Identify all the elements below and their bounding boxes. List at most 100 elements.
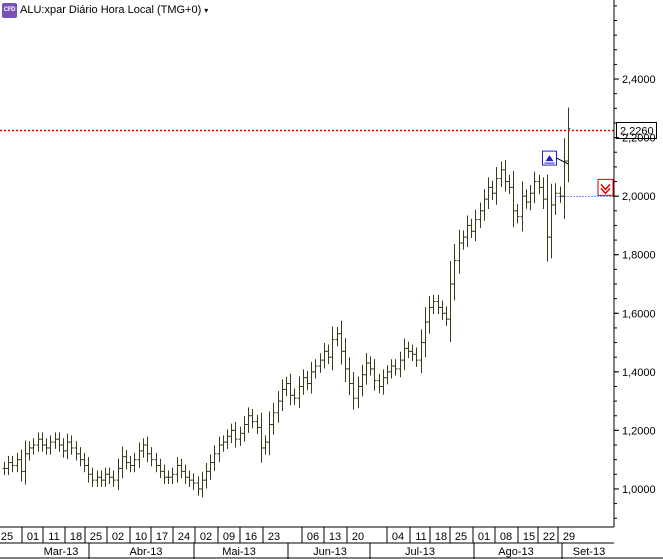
ohlc-bar (36, 432, 41, 452)
chart-header: CFD ALU:xpar Diário Hora Local (TMG+0) ▾ (0, 0, 208, 20)
ohlc-bar (107, 467, 112, 484)
x-day-label: 25 (1, 531, 13, 543)
ohlc-bar (490, 180, 495, 200)
ohlc-bar (229, 423, 234, 443)
x-day-label: 02 (112, 531, 124, 543)
y-axis: 1,0000 1,2000 1,4000 1,6000 1,8000 2,0000 2,20… (613, 0, 656, 527)
symbol-title[interactable]: ALU:xpar Diário Hora Local (TMG+0) (20, 4, 202, 16)
ohlc-bar (233, 422, 238, 448)
ohlc-bar (40, 432, 45, 452)
ohlc-bar (356, 376, 361, 409)
y-tick-label: 1,8000 (622, 250, 656, 262)
y-tick-label: 1,6000 (622, 308, 656, 320)
ohlc-bar (452, 244, 457, 301)
ohlc-bar (145, 436, 150, 463)
ohlc-bar (191, 473, 196, 490)
ohlc-bar (478, 202, 483, 228)
ohlc-bar (499, 161, 504, 187)
x-month-label: Jun-13 (313, 546, 347, 558)
ohlc-bar (124, 449, 129, 470)
ohlc-bar (398, 351, 403, 378)
ohlc-bar (402, 338, 407, 371)
x-day-label: 01 (27, 531, 39, 543)
chevron-down-icon[interactable]: ▾ (204, 5, 209, 15)
ohlc-bar (162, 464, 167, 484)
ohlc-bar (318, 353, 323, 373)
ohlc-bar (44, 438, 49, 455)
ohlc-bar (53, 432, 58, 449)
ohlc-bar (99, 470, 104, 487)
ohlc-bar (520, 181, 525, 232)
ohlc-bar (255, 414, 260, 435)
ohlc-bars (2, 107, 571, 498)
ohlc-bar (351, 371, 356, 410)
ohlc-bar (545, 174, 550, 262)
ohlc-bar (326, 344, 331, 364)
current-price-box (616, 122, 657, 139)
x-month-label: Mai-13 (222, 546, 256, 558)
ohlc-bar (246, 407, 251, 433)
ohlc-bar (217, 436, 222, 463)
ohlc-bar (82, 452, 87, 473)
ohlc-bar (562, 138, 567, 219)
ohlc-bar (225, 429, 230, 449)
ohlc-bar (141, 438, 146, 458)
ohlc-bar (90, 467, 95, 487)
ohlc-bar (444, 306, 449, 326)
ohlc-bar (128, 455, 133, 473)
ohlc-bar (410, 344, 415, 361)
x-month-label: Ago-13 (498, 546, 533, 558)
ohlc-bar (212, 445, 217, 471)
ohlc-bar (537, 174, 542, 195)
x-day-label: 24 (178, 531, 190, 543)
ohlc-bar (549, 183, 554, 259)
ohlc-bar (305, 370, 310, 391)
ohlc-bar (440, 300, 445, 321)
ohlc-bar (158, 458, 163, 479)
ohlc-bar (313, 359, 318, 379)
ohlc-bar (469, 218, 474, 239)
ohlc-bar (69, 435, 74, 455)
ohlc-bar (553, 183, 558, 215)
x-day-label: 11 (415, 531, 426, 543)
ohlc-bar (377, 373, 382, 394)
ohlc-bar (132, 452, 137, 473)
ohlc-bar (170, 467, 175, 484)
ohlc-bar (280, 379, 285, 412)
ohlc-bar (461, 230, 466, 250)
x-month-label: Mar-13 (44, 546, 79, 558)
ohlc-bar (19, 449, 24, 482)
y-tick-label: 2,4000 (622, 74, 656, 86)
ohlc-bar (48, 435, 53, 455)
x-axis: 25 01 11 18 25 02 10 17 24 02 09 16 23 06 13 20 04 11 18 25… (0, 526, 663, 559)
ohlc-bar (419, 329, 424, 374)
ohlc-bar (196, 476, 201, 496)
ohlc-bar (292, 388, 297, 405)
ohlc-bar (486, 177, 491, 210)
ohlc-bar (406, 341, 411, 359)
ohlc-bar (566, 107, 571, 183)
ohlc-bar (414, 347, 419, 367)
ohlc-bar (116, 458, 121, 491)
ohlc-bar (541, 177, 546, 210)
ohlc-bar (427, 295, 432, 334)
ohlc-bar (364, 353, 369, 385)
ohlc-bar (10, 455, 15, 473)
ohlc-bar (381, 369, 386, 395)
ohlc-bar (393, 359, 398, 376)
ohlc-bar (61, 438, 66, 458)
x-day-label: 10 (135, 531, 147, 543)
x-day-label: 29 (563, 531, 575, 543)
ohlc-bar (103, 467, 108, 487)
ohlc-bar (343, 338, 348, 383)
ohlc-bar (259, 412, 264, 463)
x-month-label: Abr-13 (129, 546, 162, 558)
ohlc-bar (431, 294, 436, 315)
x-day-label: 15 (523, 531, 535, 543)
up-arrow-icon (545, 155, 554, 162)
x-day-label: 20 (352, 531, 364, 543)
ohlc-bar (208, 454, 213, 480)
x-day-label: 18 (70, 531, 82, 543)
x-day-label: 04 (392, 531, 404, 543)
